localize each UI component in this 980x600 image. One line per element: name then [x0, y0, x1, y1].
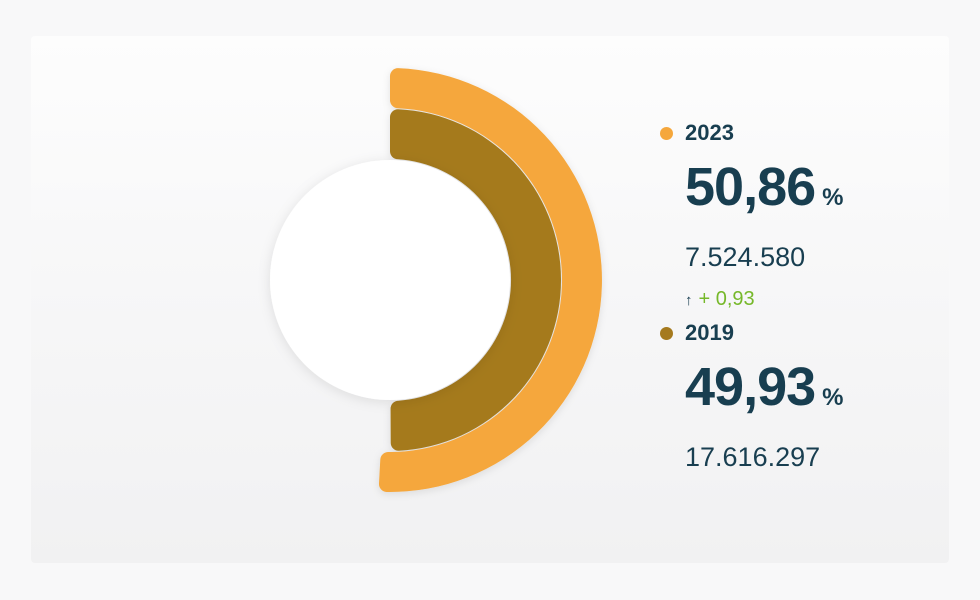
percent-number-2019: 49,93: [685, 357, 816, 417]
legend-dot-2023: [660, 126, 673, 140]
percent-value-2019: 49,93%: [685, 360, 950, 428]
chart-legend: 2023 50,86% 7.524.580 ↑ + 0,93 2019 49,93…: [660, 120, 950, 472]
absolute-value-2023: 7.524.580: [685, 242, 806, 272]
legend-year-row-2019[interactable]: 2019: [660, 320, 950, 346]
change-indicator-2023: ↑ + 0,93: [685, 288, 950, 312]
legend-item-2023: 2023 50,86% 7.524.580 ↑ + 0,93: [660, 120, 950, 312]
absolute-value-2019: 17.616.297: [685, 442, 821, 472]
arc-segment-2019[interactable]: [389, 109, 562, 451]
percent-number-2023: 50,86: [685, 157, 816, 217]
arc-segment-2023[interactable]: [378, 68, 602, 492]
legend-year-row-2023[interactable]: 2023: [660, 120, 950, 146]
up-arrow-icon: ↑: [685, 292, 693, 309]
legend-year-label-2019: 2019: [685, 320, 734, 345]
legend-year-label-2023: 2023: [685, 120, 734, 145]
change-value-2023: + 0,93: [698, 288, 755, 310]
percent-sign-2019: %: [822, 384, 844, 411]
legend-item-2019: 2019 49,93% 17.616.297: [660, 320, 950, 472]
percent-value-2023: 50,86%: [685, 160, 950, 228]
percent-sign-2023: %: [822, 184, 844, 211]
legend-dot-2019: [660, 326, 673, 340]
